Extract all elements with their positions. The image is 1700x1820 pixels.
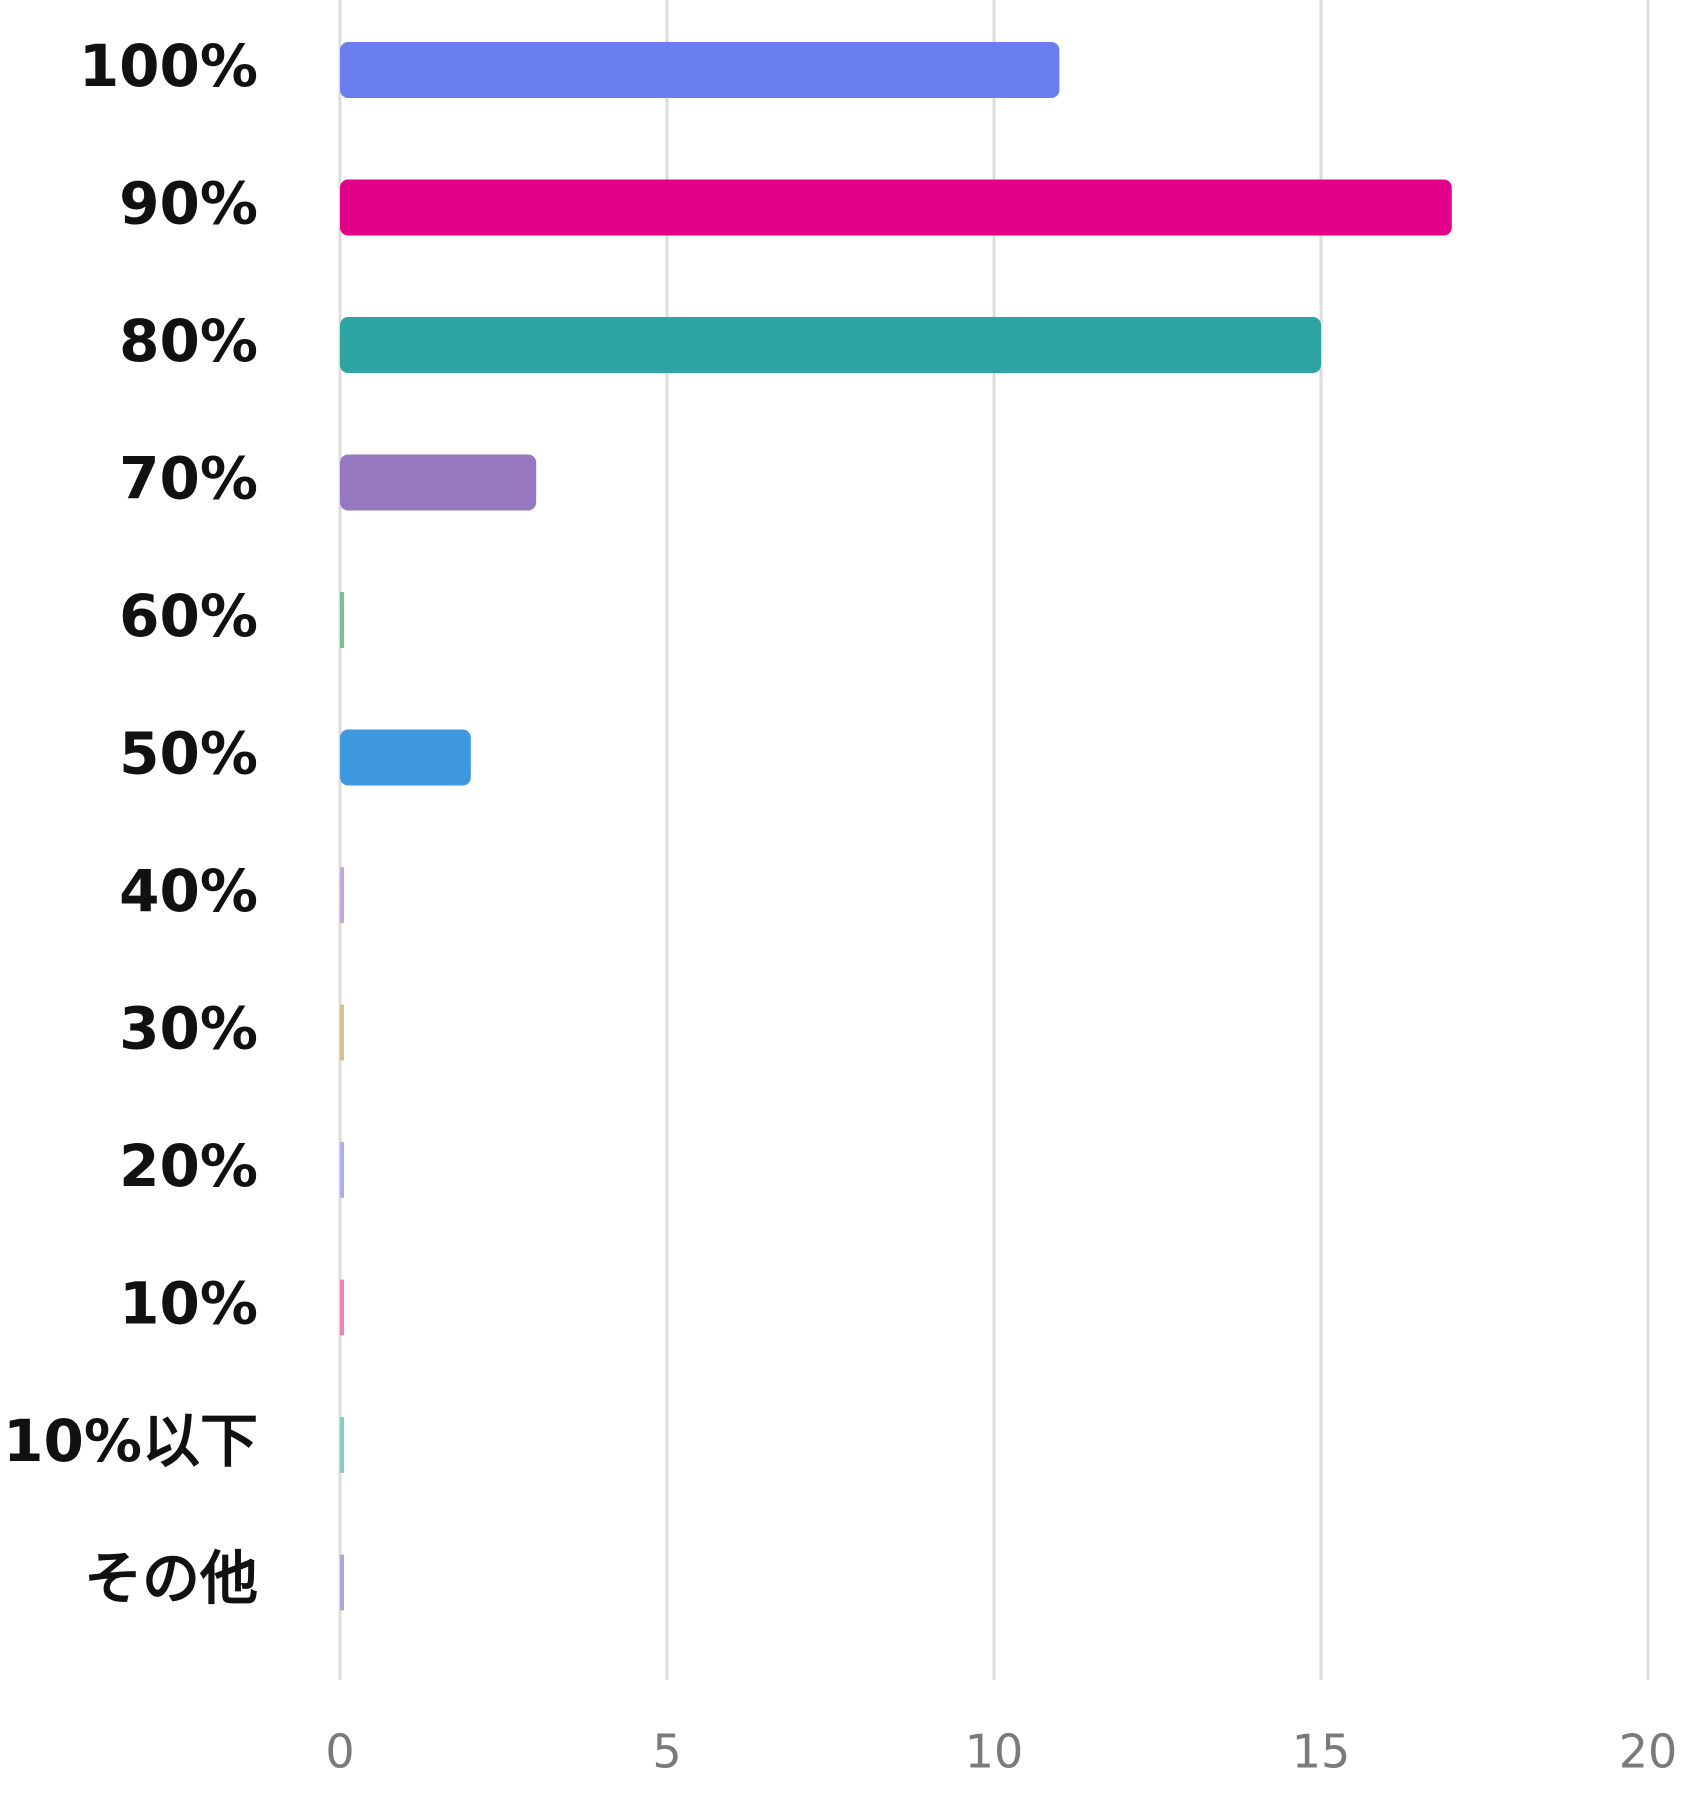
category-label: 40% [119,857,258,925]
bar [340,729,471,786]
x-tick-label: 20 [1619,1725,1678,1779]
bar [340,454,537,511]
bars [340,42,1452,1611]
category-label: 30% [119,995,258,1063]
bar [340,1142,344,1198]
grid-lines [338,0,1650,1680]
category-label: 20% [119,1132,258,1200]
category-label: 80% [119,307,258,375]
x-tick-labels: 0 5 10 15 20 [325,1725,1677,1779]
bar [340,1279,344,1336]
bar [340,867,344,923]
bar [340,179,1452,236]
category-label: 10%以下 [3,1407,258,1475]
bar [340,1554,344,1611]
category-label: 60% [119,582,258,650]
bar [340,1417,344,1473]
bar [340,1004,344,1061]
category-label: 100% [79,32,258,100]
category-label: その他 [84,1545,258,1613]
bar [340,42,1060,98]
category-label: 50% [119,720,258,788]
category-label: 90% [119,170,258,238]
x-tick-label: 15 [1292,1725,1351,1779]
x-tick-label: 0 [325,1725,354,1779]
bar [340,592,344,648]
bar [340,317,1321,373]
x-tick-label: 5 [652,1725,681,1779]
x-tick-label: 10 [965,1725,1024,1779]
category-label: 10% [119,1270,258,1338]
category-label: 70% [119,445,258,513]
